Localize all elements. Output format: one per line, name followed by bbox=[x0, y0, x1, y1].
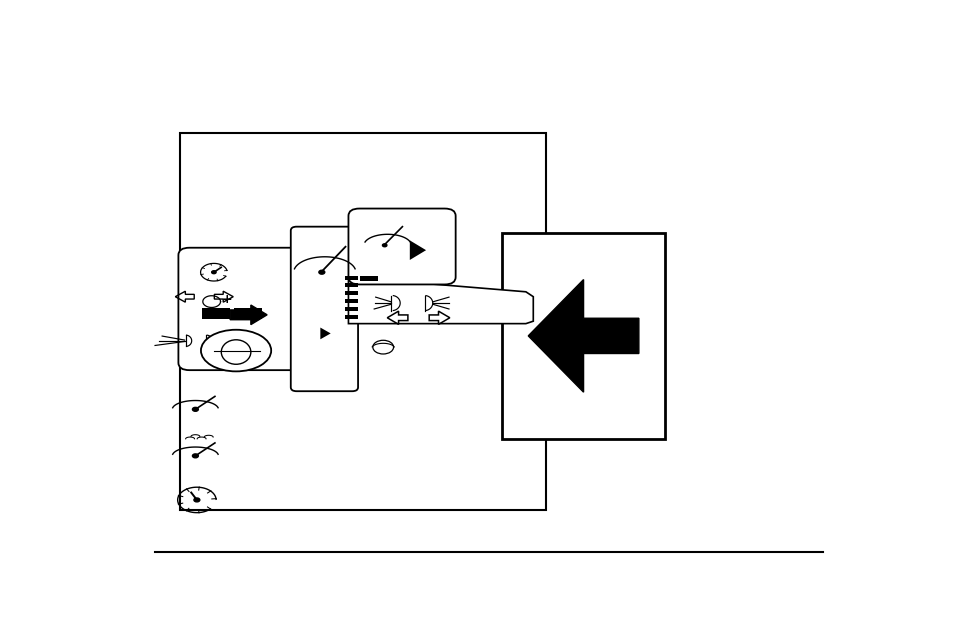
Polygon shape bbox=[528, 280, 639, 392]
Circle shape bbox=[193, 498, 199, 502]
Bar bbox=[344, 299, 357, 303]
Ellipse shape bbox=[221, 340, 251, 364]
Bar bbox=[233, 308, 262, 319]
Ellipse shape bbox=[201, 329, 271, 371]
Polygon shape bbox=[230, 305, 267, 324]
Circle shape bbox=[318, 270, 324, 274]
FancyBboxPatch shape bbox=[178, 248, 330, 370]
Bar bbox=[344, 315, 357, 319]
Polygon shape bbox=[410, 240, 426, 260]
FancyBboxPatch shape bbox=[348, 209, 456, 284]
Circle shape bbox=[193, 408, 198, 411]
Bar bbox=[344, 275, 357, 280]
Polygon shape bbox=[348, 277, 533, 324]
FancyBboxPatch shape bbox=[291, 226, 357, 391]
Bar bbox=[202, 308, 230, 319]
Circle shape bbox=[382, 244, 387, 247]
Bar bbox=[344, 284, 357, 287]
Polygon shape bbox=[320, 328, 331, 339]
Bar bbox=[501, 233, 664, 439]
Text: +: + bbox=[221, 293, 232, 306]
Bar bbox=[180, 133, 545, 509]
Bar bbox=[344, 291, 357, 295]
Circle shape bbox=[193, 454, 198, 458]
Circle shape bbox=[212, 271, 216, 273]
Bar bbox=[344, 307, 357, 311]
Bar bbox=[359, 275, 377, 280]
